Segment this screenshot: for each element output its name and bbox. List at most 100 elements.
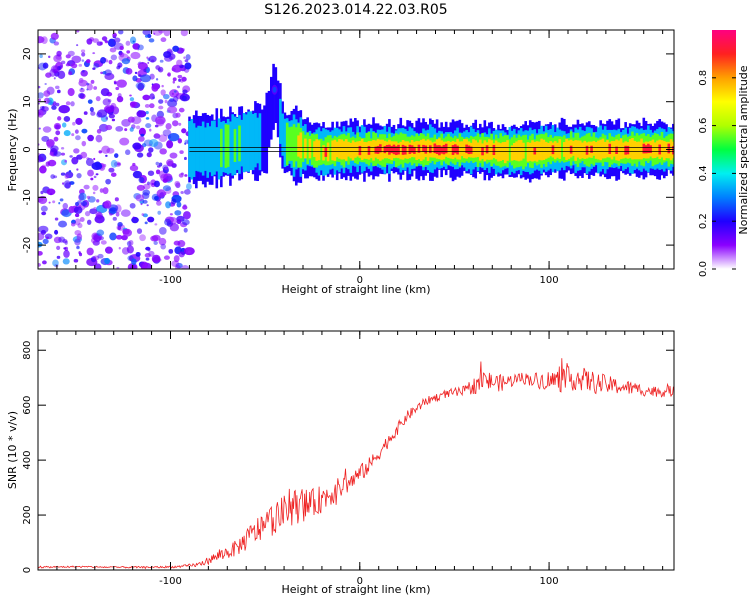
ridge-cell <box>597 140 600 160</box>
noise-blob <box>116 95 124 103</box>
ridge-cell <box>199 126 203 173</box>
noise-blob <box>90 79 95 84</box>
noise-blob <box>155 78 159 81</box>
ridge-cell <box>344 139 348 161</box>
noise-blob <box>149 93 155 100</box>
ridge-cell <box>288 127 291 161</box>
snr-series-line <box>38 358 674 570</box>
noise-blob <box>69 155 73 158</box>
ridge-cell <box>224 124 228 168</box>
noise-blob <box>108 113 115 119</box>
ridge-cell <box>569 145 573 154</box>
noise-blob <box>154 133 160 137</box>
ridge-cell <box>217 118 221 180</box>
noise-blob <box>145 111 149 115</box>
noise-blob <box>119 137 130 146</box>
noise-blob <box>78 79 88 87</box>
ridge-cell <box>388 144 391 155</box>
noise-blob <box>159 227 167 235</box>
noise-blob <box>184 156 187 161</box>
spectrogram-x-tick-label: 0 <box>357 275 363 286</box>
noise-blob <box>116 65 121 70</box>
noise-blob <box>172 120 179 127</box>
noise-blob <box>86 195 91 199</box>
ridge-cell <box>356 141 359 157</box>
ridge-cell <box>531 140 534 162</box>
noise-blob <box>62 202 69 210</box>
ridge-cell <box>256 117 259 164</box>
snr-axes: -100 0 100 0 200 400 600 800 <box>22 330 675 587</box>
ridge-cell <box>599 139 602 161</box>
noise-blob <box>40 190 44 195</box>
ridge-cell <box>245 114 248 171</box>
ridge-cell <box>499 143 503 161</box>
noise-blob <box>155 169 161 175</box>
snr-y-tick-label: 600 <box>22 396 33 415</box>
noise-blob <box>163 191 167 196</box>
spectrogram-y-tick-label: 10 <box>22 95 33 108</box>
noise-blob <box>168 248 174 254</box>
noise-blob <box>122 228 130 235</box>
noise-blob <box>174 90 177 93</box>
noise-blob <box>132 43 140 50</box>
noise-blob <box>178 107 185 113</box>
ridge-cell <box>265 92 269 174</box>
noise-blob <box>58 202 61 205</box>
noise-blob <box>151 182 155 186</box>
noise-blob <box>74 129 79 134</box>
noise-blob <box>180 30 189 37</box>
ridge-cell <box>422 144 425 152</box>
noise-blob <box>138 127 146 136</box>
noise-blob <box>86 219 92 225</box>
noise-blob <box>164 99 168 104</box>
ridge-cell <box>208 126 212 173</box>
noise-blob <box>94 215 105 224</box>
noise-blob <box>172 45 180 52</box>
ridge-cell <box>651 139 655 159</box>
noise-blob <box>144 221 148 225</box>
noise-blob <box>92 67 96 70</box>
noise-blob <box>147 61 150 64</box>
noise-blob <box>141 213 145 216</box>
noise-blob <box>169 89 179 98</box>
noise-blob <box>76 172 82 179</box>
noise-blob <box>81 128 88 134</box>
noise-blob <box>115 86 120 91</box>
noise-blob <box>179 150 184 154</box>
ridge-cell <box>601 138 605 159</box>
ridge-cell <box>231 114 234 176</box>
noise-blob <box>138 176 145 184</box>
noise-blob <box>111 118 116 122</box>
ridge-cell <box>549 141 552 157</box>
ridge-cell <box>367 146 371 155</box>
ridge-cell <box>465 144 468 154</box>
ridge-cell <box>653 142 657 159</box>
noise-blob <box>104 40 109 44</box>
spectrogram-x-axis-label: Height of straight line (km) <box>281 283 430 296</box>
ridge-cell <box>254 112 257 168</box>
noise-blob <box>63 180 71 189</box>
colorbar-tick-label: 0.8 <box>698 70 709 86</box>
noise-blob <box>148 55 157 63</box>
noise-blob <box>118 246 121 250</box>
noise-blob <box>115 234 123 240</box>
noise-blob <box>102 98 111 106</box>
noise-blob <box>141 61 144 64</box>
noise-blob <box>90 111 96 116</box>
noise-blob <box>94 161 101 168</box>
noise-blob <box>162 185 171 192</box>
noise-blob <box>148 139 159 148</box>
noise-blob <box>80 200 88 207</box>
noise-blob <box>93 63 100 69</box>
noise-blob <box>128 239 134 246</box>
noise-blob <box>162 178 168 183</box>
noise-blob <box>178 173 184 178</box>
noise-blob <box>53 151 62 157</box>
ridge-cell <box>274 67 278 124</box>
ridge-cell <box>399 141 403 160</box>
ridge-cell <box>351 140 355 161</box>
noise-blob <box>90 256 97 263</box>
ridge-cell <box>556 142 559 158</box>
ridge-cell <box>463 139 466 159</box>
noise-blob <box>161 84 164 88</box>
